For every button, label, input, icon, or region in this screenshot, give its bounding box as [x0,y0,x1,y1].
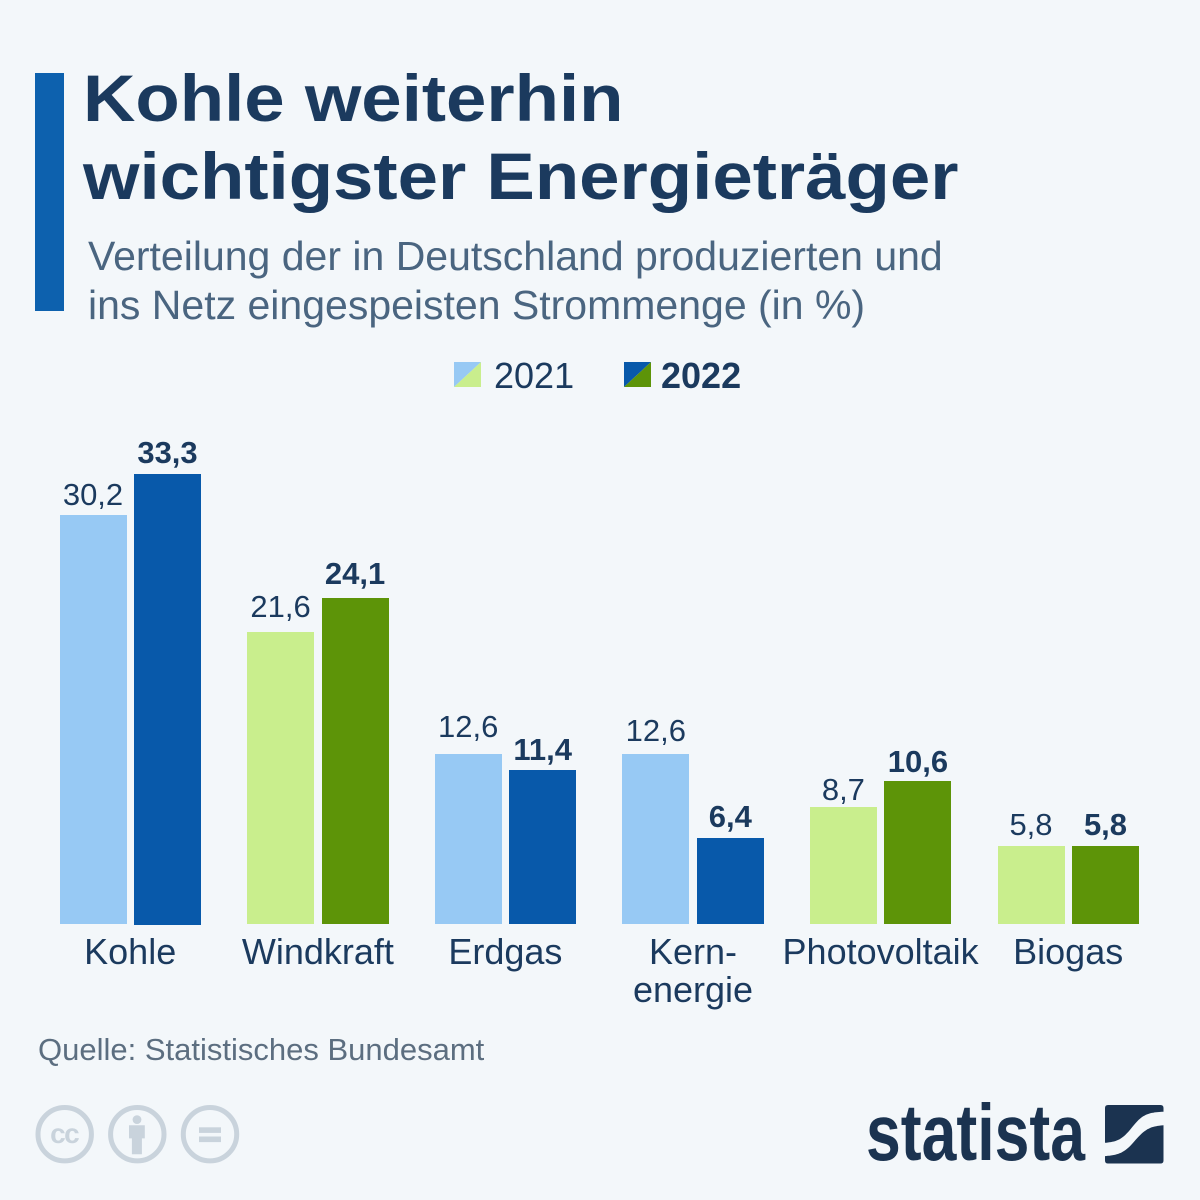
svg-text:cc: cc [50,1118,79,1149]
svg-text:statista: statista [866,1088,1085,1177]
